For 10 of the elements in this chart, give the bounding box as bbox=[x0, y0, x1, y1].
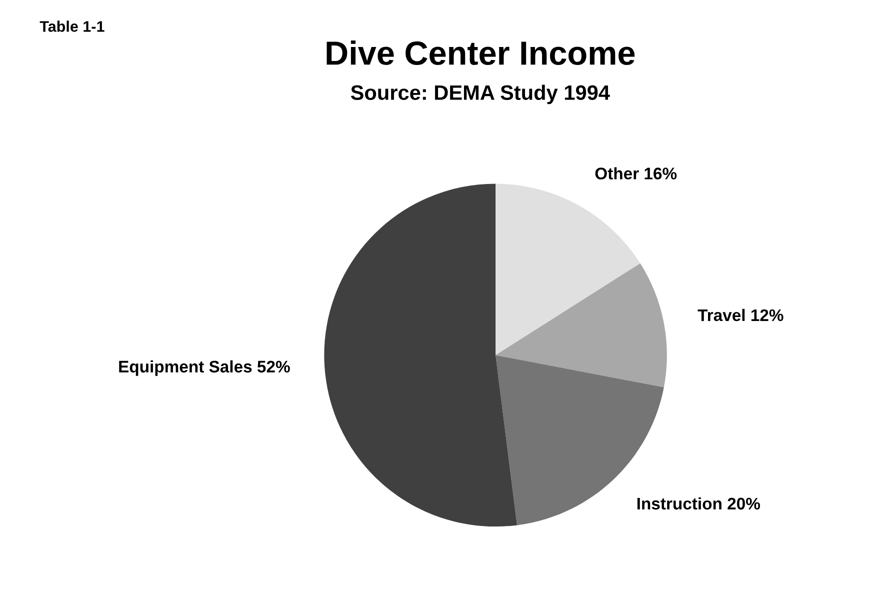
pie-slice bbox=[324, 184, 518, 527]
slice-label: Equipment Sales 52% bbox=[119, 360, 290, 376]
chart-title: Dive Center Income bbox=[326, 40, 635, 65]
chart-subtitle: Source: DEMA Study 1994 bbox=[350, 84, 610, 104]
caption: Table 1-1 bbox=[40, 20, 104, 32]
slice-label: Instruction 20% bbox=[637, 497, 760, 510]
slice-label: Other 16% bbox=[595, 167, 677, 180]
pie-slice bbox=[496, 263, 667, 388]
slice-label: Travel 12% bbox=[698, 308, 784, 322]
pie-slice bbox=[496, 184, 640, 356]
